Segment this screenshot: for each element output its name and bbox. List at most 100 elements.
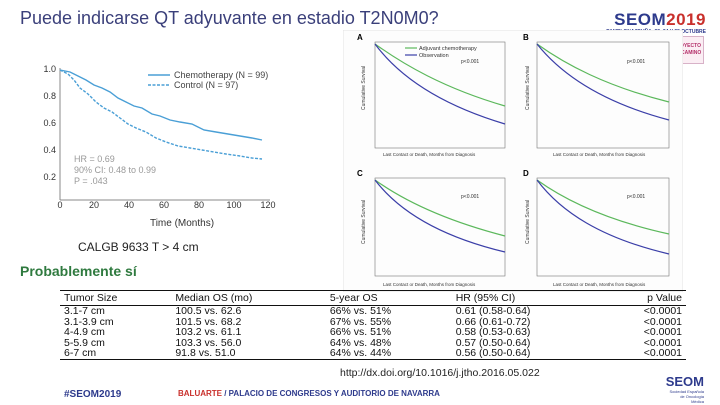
venue-text: BALUARTE / PALACIO DE CONGRESOS Y AUDITO… [178, 389, 440, 398]
panel-c-ylabel: Cumulative Survival [361, 200, 367, 244]
km-x-tick: 80 [194, 200, 204, 210]
panel-a: A Cumulative Survival Adjuvant chemother… [357, 33, 506, 157]
km-x-label: Time (Months) [150, 218, 214, 229]
col-hr: HR (95% CI) [451, 290, 602, 306]
panel-a-legend-obs: Observation [419, 53, 449, 59]
km-stat-ci: 90% CI: 0.48 to 0.99 [74, 165, 156, 175]
km-x-tick: 60 [159, 200, 169, 210]
table-row: 3.1-3.9 cm 101.5 vs. 68.2 67% vs. 55% 0.… [60, 315, 686, 328]
table-cell: 67% vs. 55% [329, 315, 392, 328]
table-row: 3.1-7 cm 100.5 vs. 62.6 66% vs. 51% 0.61… [60, 306, 686, 317]
panel-d-pvalue: p<0.001 [627, 194, 645, 200]
panel-a-observation-curve [374, 43, 506, 125]
col-median-os: Median OS (mo) [171, 290, 326, 306]
tumor-size-table: Tumor Size Median OS (mo) 5-year OS HR (… [60, 290, 686, 360]
table-row: 4-4.9 cm 103.2 vs. 61.1 66% vs. 51% 0.58… [60, 327, 686, 338]
table-cell: 91.8 vs. 51.0 [171, 348, 326, 360]
col-pvalue: p Value [601, 290, 686, 306]
table-cell: 4-4.9 cm [64, 326, 105, 338]
table-cell: 100.5 vs. 62.6 [175, 305, 242, 317]
slide-title: Puede indicarse QT adyuvante en estadio … [20, 8, 439, 28]
table-cell: 0.57 (0.50-0.64) [455, 336, 531, 349]
km-legend-control: Control (N = 97) [174, 80, 238, 90]
seom-footer-subtitle: Sociedad Española de Oncología Médica [669, 389, 704, 404]
table-cell: 103.3 vs. 56.0 [175, 336, 242, 349]
table-cell: <0.0001 [643, 305, 682, 317]
panel-c-xlabel: Last Contact or Death, Months from Diagn… [383, 282, 476, 287]
panel-b-pvalue: p<0.001 [627, 59, 645, 65]
km-y-tick: 1.0 [43, 64, 56, 74]
panel-d-observation-curve [536, 179, 670, 255]
panel-a-legend-adj: Adjuvant chemotherapy [419, 46, 477, 52]
table-cell: 66% vs. 51% [329, 326, 392, 338]
panel-d-label: D [523, 169, 529, 178]
km-x-tick: 40 [124, 200, 134, 210]
km-y-axis: 1.0 0.8 0.6 0.4 0.2 [43, 64, 61, 200]
table-cell: 101.5 vs. 68.2 [175, 315, 242, 328]
km-x-tick: 100 [226, 200, 241, 210]
seom-footer-logo: SEOM [665, 374, 704, 389]
panel-b: B Cumulative Survival p<0.001 Last Conta… [523, 33, 670, 157]
panel-c-adjuvant-curve [374, 179, 506, 237]
table-cell: 0.58 (0.53-0.63) [455, 326, 531, 338]
table-row: 6-7 cm 91.8 vs. 51.0 64% vs. 44% 0.56 (0… [60, 348, 686, 360]
panel-c-label: C [357, 169, 363, 178]
panel-b-observation-curve [536, 43, 670, 121]
panel-b-label: B [523, 33, 529, 42]
table-cell: <0.0001 [643, 336, 682, 349]
conclusion-text: Probablemente sí [20, 263, 137, 279]
km-x-tick: 0 [57, 200, 62, 210]
table-cell: 6-7 cm [60, 348, 172, 360]
km-x-axis: 0 20 40 60 80 100 120 Time (Months) [57, 199, 276, 229]
km-stat-p: P = .043 [74, 176, 108, 186]
km-chemo-curve [59, 69, 263, 141]
table-header-row: Tumor Size Median OS (mo) 5-year OS HR (… [60, 290, 686, 306]
panel-c-pvalue: p<0.001 [461, 194, 479, 200]
col-tumor-size: Tumor Size [60, 290, 172, 306]
table-cell: 0.61 (0.58-0.64) [455, 305, 531, 317]
table-cell: 64% vs. 44% [325, 348, 452, 360]
panel-d-xlabel: Last Contact or Death, Months from Diagn… [553, 282, 646, 287]
panel-a-ylabel: Cumulative Survival [361, 66, 367, 110]
km-y-tick: 0.8 [43, 91, 56, 101]
survival-panels-figure: A Cumulative Survival Adjuvant chemother… [343, 30, 683, 292]
table-cell: 64% vs. 48% [329, 336, 392, 349]
km-survival-plot: 1.0 0.8 0.6 0.4 0.2 0 20 40 60 80 100 12… [43, 64, 276, 229]
table-cell: <0.0001 [643, 315, 682, 328]
km-stat-hr: HR = 0.69 [74, 154, 115, 164]
col-5yr-os: 5-year OS [325, 290, 452, 306]
km-y-tick: 0.2 [43, 172, 56, 182]
seom-logo: SEOM2019 [614, 10, 706, 29]
panel-d-ylabel: Cumulative Survival [525, 200, 531, 244]
table-cell: 3.1-7 cm [64, 305, 105, 317]
panel-a-adjuvant-curve [374, 43, 506, 107]
km-legend-chemo: Chemotherapy (N = 99) [174, 70, 268, 80]
panel-b-xlabel: Last Contact or Death, Months from Diagn… [553, 152, 646, 157]
table-row: 5-5.9 cm 103.3 vs. 56.0 64% vs. 48% 0.57… [60, 336, 686, 349]
panel-c-observation-curve [374, 179, 506, 253]
reference-link[interactable]: http://dx.doi.org/10.1016/j.jtho.2016.05… [340, 367, 540, 379]
table-cell: <0.0001 [643, 326, 682, 338]
panel-c: C Cumulative Survival p<0.001 Last Conta… [357, 169, 506, 287]
hashtag: #SEOM2019 [64, 389, 122, 400]
km-y-tick: 0.4 [43, 145, 56, 155]
km-control-curve [59, 69, 263, 160]
panel-a-label: A [357, 33, 363, 42]
panel-a-pvalue: p<0.001 [461, 59, 479, 65]
table-cell: 3.1-3.9 cm [64, 315, 114, 328]
table-cell: 103.2 vs. 61.1 [175, 326, 242, 338]
km-caption: CALGB 9633 T > 4 cm [78, 240, 199, 254]
panel-b-ylabel: Cumulative Survival [525, 66, 531, 110]
km-x-tick: 20 [89, 200, 99, 210]
table-cell: 5-5.9 cm [64, 336, 105, 349]
panel-d: D Cumulative Survival p<0.001 Last Conta… [523, 169, 670, 287]
km-x-tick: 120 [260, 200, 275, 210]
table-cell: 0.66 (0.61-0.72) [455, 315, 531, 328]
panel-d-adjuvant-curve [536, 179, 670, 235]
panel-b-adjuvant-curve [536, 43, 670, 103]
panel-a-xlabel: Last Contact or Death, Months from Diagn… [383, 152, 476, 157]
table-cell: <0.0001 [601, 348, 686, 360]
table-cell: 0.56 (0.50-0.64) [451, 348, 602, 360]
km-y-tick: 0.6 [43, 118, 56, 128]
table-cell: 66% vs. 51% [329, 305, 392, 317]
